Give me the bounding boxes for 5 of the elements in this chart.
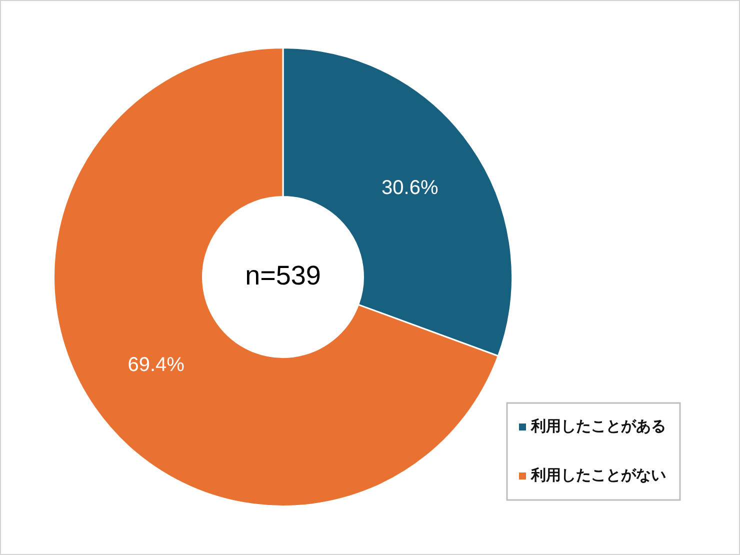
legend-label: 利用したことがない (530, 466, 666, 484)
legend-label: 利用したことがある (530, 416, 666, 435)
data-label: 30.6% (382, 176, 438, 199)
text: n=539 (245, 260, 321, 290)
data-label: 69.4% (128, 354, 185, 376)
